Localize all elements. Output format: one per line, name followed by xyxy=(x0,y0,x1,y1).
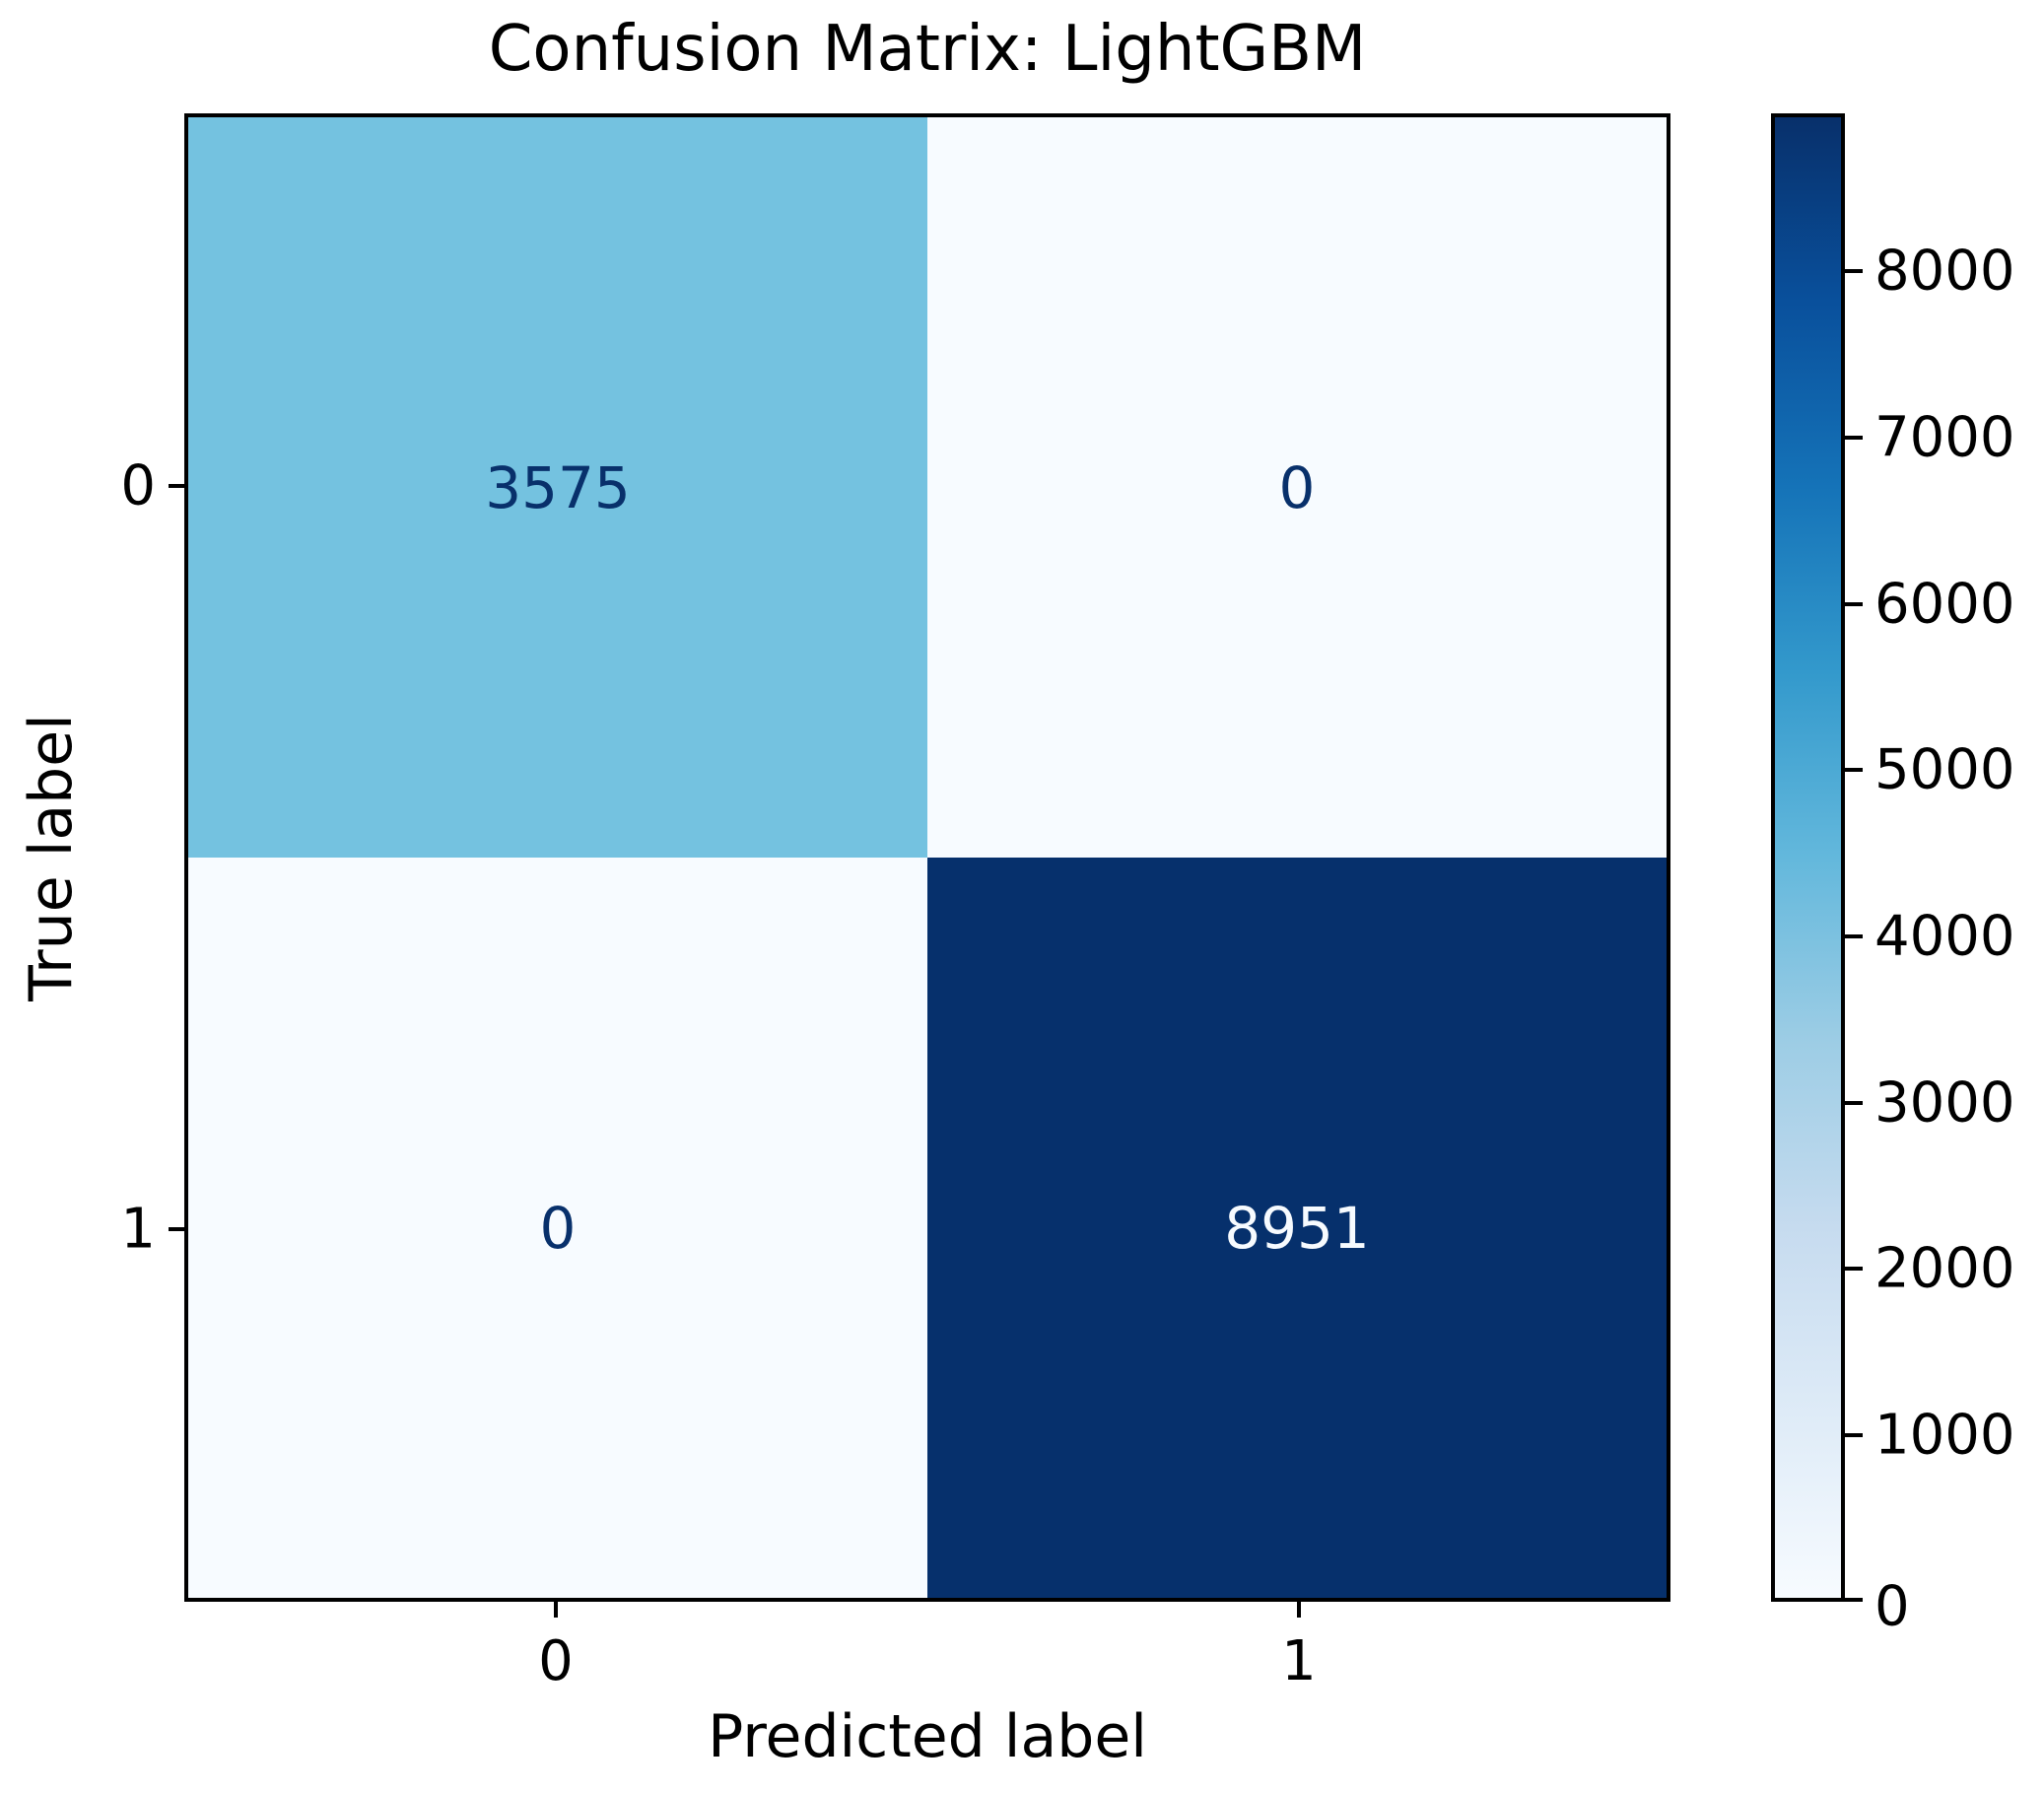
colorbar-tick-label-6000: 6000 xyxy=(1874,572,2015,637)
colorbar-tick-8000 xyxy=(1845,269,1863,273)
colorbar-tick-4000 xyxy=(1845,934,1863,938)
y-tick-label-0: 0 xyxy=(120,453,156,518)
colorbar-tick-label-0: 0 xyxy=(1874,1574,1910,1639)
y-axis-tick-1 xyxy=(169,1227,184,1231)
x-tick-label-0: 0 xyxy=(538,1629,574,1693)
y-axis-label: True label xyxy=(17,714,86,1001)
colorbar-tick-0 xyxy=(1845,1598,1863,1602)
x-axis-tick-1 xyxy=(1297,1602,1301,1618)
x-axis-label: Predicted label xyxy=(708,1702,1147,1771)
colorbar-tick-1000 xyxy=(1845,1433,1863,1437)
heatmap-cell-true1-pred1: 8951 xyxy=(927,858,1667,1598)
x-axis-tick-0 xyxy=(554,1602,558,1618)
cell-value-true1-pred0: 0 xyxy=(539,1194,577,1262)
colorbar-tick-label-3000: 3000 xyxy=(1874,1070,2015,1136)
colorbar-tick-label-2000: 2000 xyxy=(1874,1236,2015,1301)
colorbar-tick-3000 xyxy=(1845,1101,1863,1105)
heatmap-cell-true0-pred0: 3575 xyxy=(188,117,927,858)
x-tick-label-1: 1 xyxy=(1281,1629,1317,1693)
colorbar-tick-5000 xyxy=(1845,768,1863,772)
colorbar-tick-2000 xyxy=(1845,1267,1863,1271)
cell-value-true0-pred1: 0 xyxy=(1278,453,1316,521)
colorbar xyxy=(1771,113,1845,1602)
chart-title: Confusion Matrix: LightGBM xyxy=(488,13,1367,86)
cell-value-true0-pred0: 3575 xyxy=(485,453,631,521)
colorbar-tick-label-4000: 4000 xyxy=(1874,904,2015,969)
heatmap-plot-area: 3575 0 0 8951 xyxy=(184,113,1670,1602)
colorbar-tick-7000 xyxy=(1845,436,1863,440)
y-tick-label-1: 1 xyxy=(120,1197,156,1262)
cell-value-true1-pred1: 8951 xyxy=(1224,1194,1370,1262)
colorbar-tick-6000 xyxy=(1845,602,1863,606)
heatmap-cell-true0-pred1: 0 xyxy=(927,117,1667,858)
colorbar-tick-label-5000: 5000 xyxy=(1874,737,2015,802)
colorbar-tick-label-8000: 8000 xyxy=(1874,239,2015,304)
heatmap-cell-true1-pred0: 0 xyxy=(188,858,927,1598)
colorbar-tick-label-7000: 7000 xyxy=(1874,405,2015,470)
y-axis-tick-0 xyxy=(169,484,184,488)
colorbar-tick-label-1000: 1000 xyxy=(1874,1403,2015,1468)
